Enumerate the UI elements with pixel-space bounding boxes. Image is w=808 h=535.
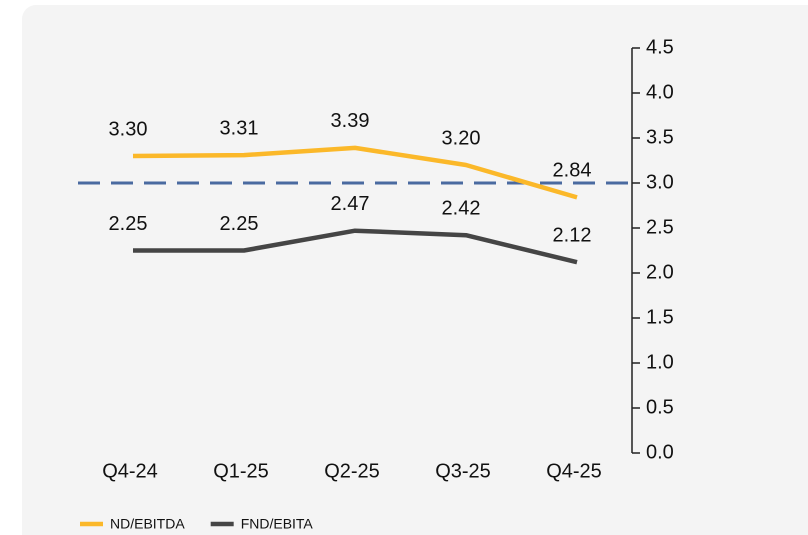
x-tick-label: Q1-25 xyxy=(213,460,269,482)
y-tick-label: 2.5 xyxy=(646,216,674,238)
legend-label: FND/EBITA xyxy=(241,516,314,532)
data-label: 2.84 xyxy=(553,160,592,182)
data-label: 2.42 xyxy=(442,197,481,219)
x-tick-label: Q4-25 xyxy=(546,460,602,482)
series-line xyxy=(133,228,578,265)
data-label: 2.12 xyxy=(553,224,592,246)
data-label: 2.25 xyxy=(220,213,259,235)
y-tick-label: 2.0 xyxy=(646,261,674,283)
x-tick-label: Q3-25 xyxy=(435,460,491,482)
legend-label: ND/EBITDA xyxy=(110,516,185,532)
y-tick-label: 4.5 xyxy=(646,36,674,58)
y-tick-label: 3.0 xyxy=(646,171,674,193)
data-label: 2.47 xyxy=(331,193,370,215)
y-tick-label: 1.0 xyxy=(646,351,674,373)
data-label: 3.30 xyxy=(109,118,148,140)
data-label: 2.25 xyxy=(109,213,148,235)
data-label: 3.31 xyxy=(220,117,259,139)
x-tick-label: Q2-25 xyxy=(324,460,380,482)
y-tick-label: 0.0 xyxy=(646,441,674,463)
y-tick-label: 0.5 xyxy=(646,396,674,418)
data-label: 3.20 xyxy=(442,127,481,149)
y-tick-label: 1.5 xyxy=(646,306,674,328)
x-tick-label: Q4-24 xyxy=(102,460,158,482)
series-line xyxy=(132,145,578,200)
data-label: 3.39 xyxy=(331,110,370,132)
y-tick-label: 4.0 xyxy=(646,81,674,103)
y-tick-label: 3.5 xyxy=(646,126,674,148)
card-background xyxy=(22,5,808,535)
